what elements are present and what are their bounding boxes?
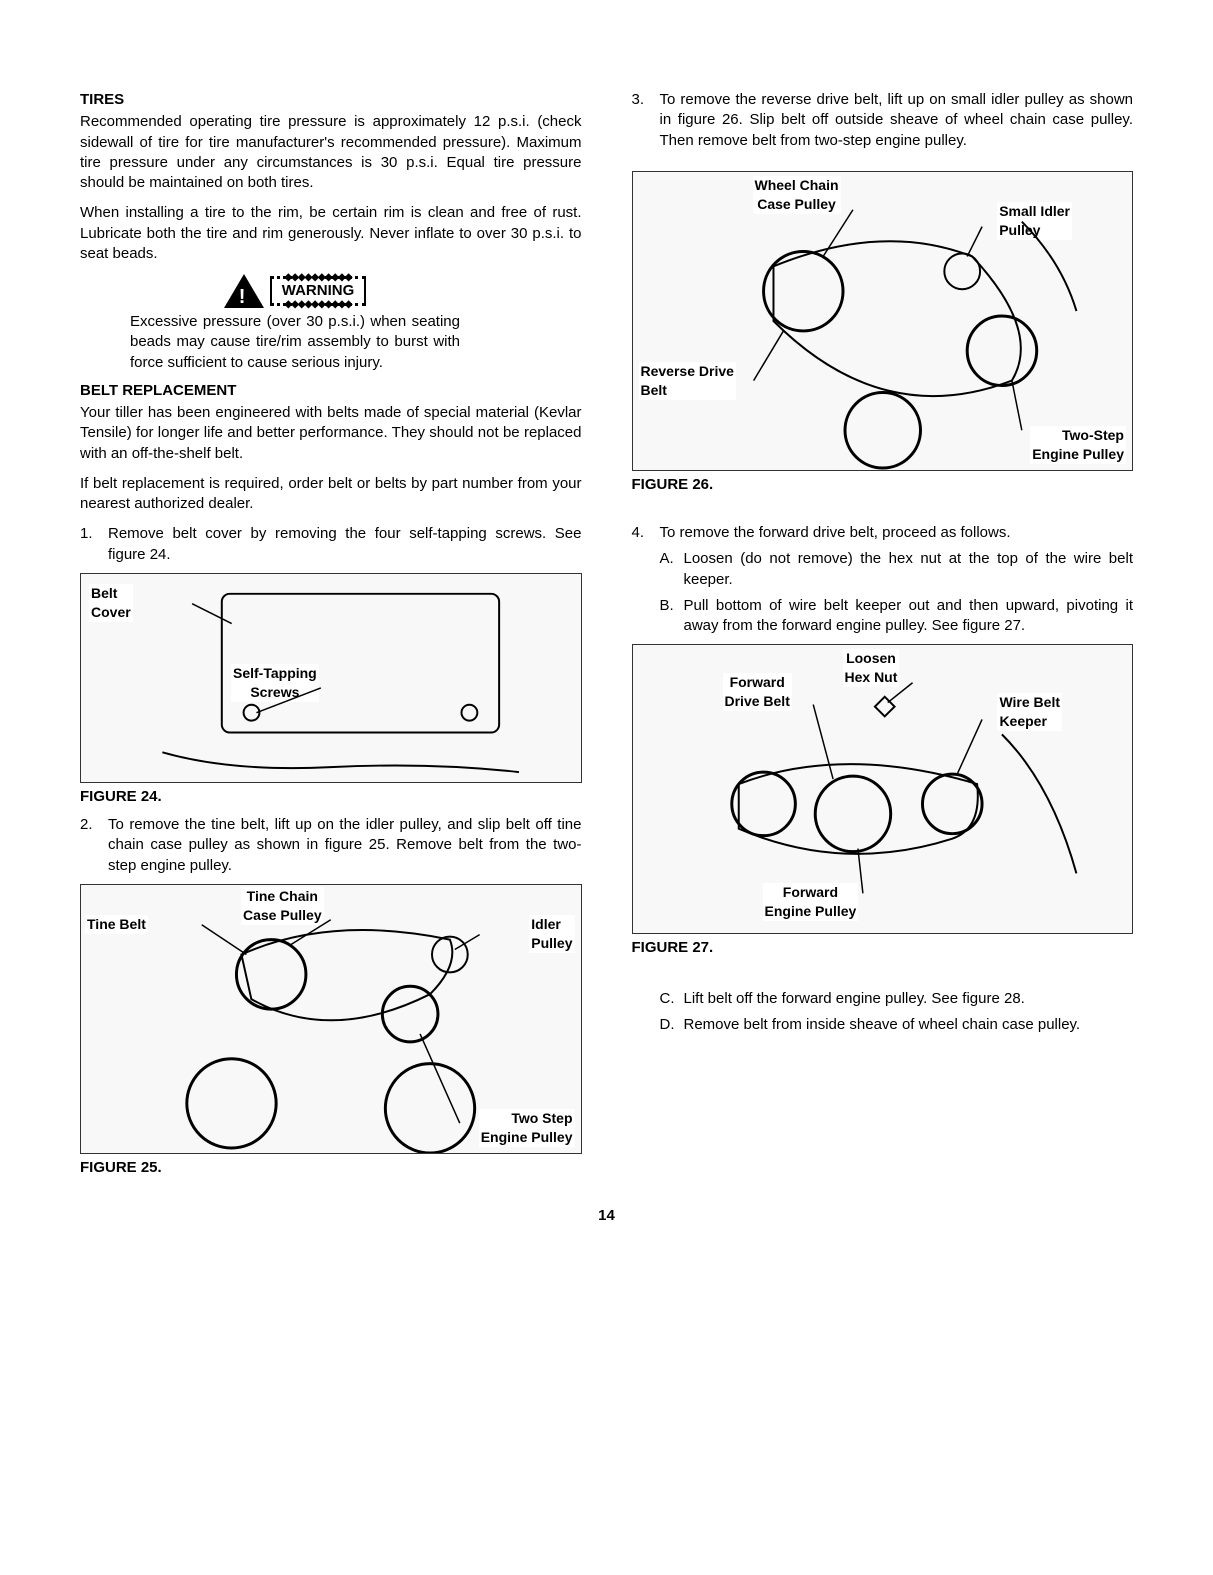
figure-27-caption: FIGURE 27.	[632, 938, 1134, 958]
step-4c-text: Lift belt off the forward engine pulley.…	[684, 989, 1134, 1009]
figure-26-caption: FIGURE 26.	[632, 475, 1134, 495]
figure-24: Belt Cover Self-Tapping Screws FIGURE 24…	[80, 573, 582, 807]
step-1-text: Remove belt cover by removing the four s…	[108, 524, 582, 565]
step-4a-text: Loosen (do not remove) the hex nut at th…	[684, 549, 1134, 590]
step-4a-letter: A.	[660, 549, 684, 590]
warning-triangle-icon	[224, 274, 264, 308]
figure-24-caption: FIGURE 24.	[80, 787, 582, 807]
tires-para-2: When installing a tire to the rim, be ce…	[80, 203, 582, 264]
step-2-text: To remove the tine belt, lift up on the …	[108, 815, 582, 876]
figure-25-caption: FIGURE 25.	[80, 1158, 582, 1178]
step-4b-letter: B.	[660, 596, 684, 637]
step-4b-text: Pull bottom of wire belt keeper out and …	[684, 596, 1134, 637]
step-2-number: 2.	[80, 815, 108, 876]
figure-26: Wheel Chain Case Pulley Small Idler Pull…	[632, 171, 1134, 495]
tires-heading: TIRES	[80, 90, 582, 110]
warning-text: Excessive pressure (over 30 p.s.i.) when…	[130, 312, 460, 373]
warning-label-box: WARNING	[270, 276, 367, 306]
step-4d-text: Remove belt from inside sheave of wheel …	[684, 1015, 1134, 1035]
figure-27: Loosen Hex Nut Forward Drive Belt Wire B…	[632, 644, 1134, 958]
step-4-number: 4.	[632, 523, 660, 543]
page-number: 14	[80, 1206, 1133, 1226]
belt-para-2: If belt replacement is required, order b…	[80, 474, 582, 515]
step-4d-letter: D.	[660, 1015, 684, 1035]
figure-25: Tine Belt Tine Chain Case Pulley Idler P…	[80, 884, 582, 1178]
belt-para-1: Your tiller has been engineered with bel…	[80, 403, 582, 464]
belt-heading: BELT REPLACEMENT	[80, 381, 582, 401]
tires-para-1: Recommended operating tire pressure is a…	[80, 112, 582, 193]
step-3-text: To remove the reverse drive belt, lift u…	[660, 90, 1134, 151]
step-4c-letter: C.	[660, 989, 684, 1009]
warning-block: WARNING Excessive pressure (over 30 p.s.…	[130, 274, 460, 373]
step-4-text: To remove the forward drive belt, procee…	[660, 523, 1134, 543]
step-3-number: 3.	[632, 90, 660, 151]
step-1-number: 1.	[80, 524, 108, 565]
